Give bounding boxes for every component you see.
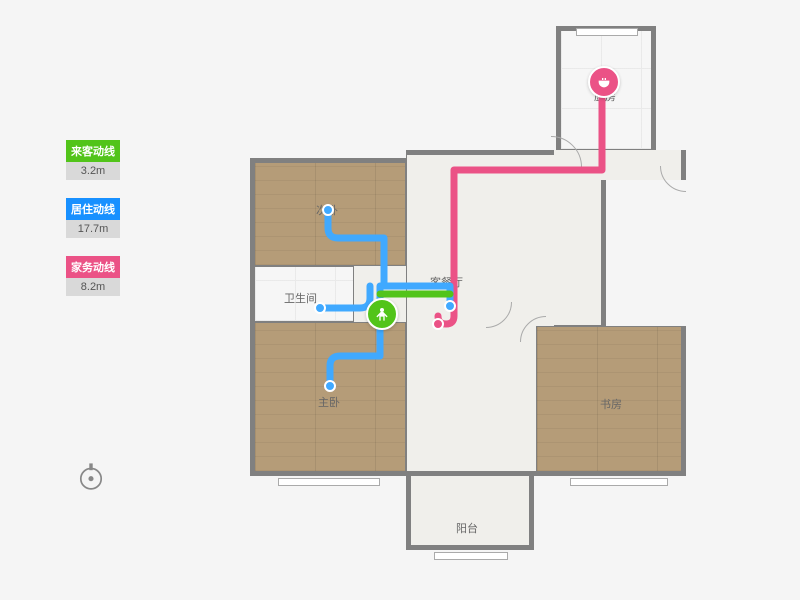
window-line (576, 28, 638, 36)
legend-value-guest: 3.2m (66, 162, 120, 180)
legend: 来客动线 3.2m 居住动线 17.7m 家务动线 8.2m (66, 140, 120, 314)
legend-label-guest: 来客动线 (66, 140, 120, 162)
room-master-bedroom (250, 322, 406, 476)
room-living (406, 150, 554, 476)
floor-plan: 厨房 次卧 卫生间 主卧 书房 客餐厅 阳台 (220, 26, 718, 576)
legend-value-chore: 8.2m (66, 278, 120, 296)
compass-icon (74, 460, 108, 494)
door-arc (660, 140, 712, 192)
room-second-bedroom (250, 158, 406, 266)
room-balcony (406, 476, 534, 550)
window-line (434, 552, 508, 560)
kitchen-icon (588, 66, 620, 98)
window-line (570, 478, 668, 486)
legend-item-living: 居住动线 17.7m (66, 198, 120, 238)
room-study (536, 326, 686, 476)
legend-label-chore: 家务动线 (66, 256, 120, 278)
entrance-icon (366, 298, 398, 330)
room-bathroom (250, 266, 354, 322)
legend-value-living: 17.7m (66, 220, 120, 238)
window-line (278, 478, 380, 486)
legend-label-living: 居住动线 (66, 198, 120, 220)
legend-item-chore: 家务动线 8.2m (66, 256, 120, 296)
legend-item-guest: 来客动线 3.2m (66, 140, 120, 180)
room-living-ext-right (554, 180, 606, 326)
